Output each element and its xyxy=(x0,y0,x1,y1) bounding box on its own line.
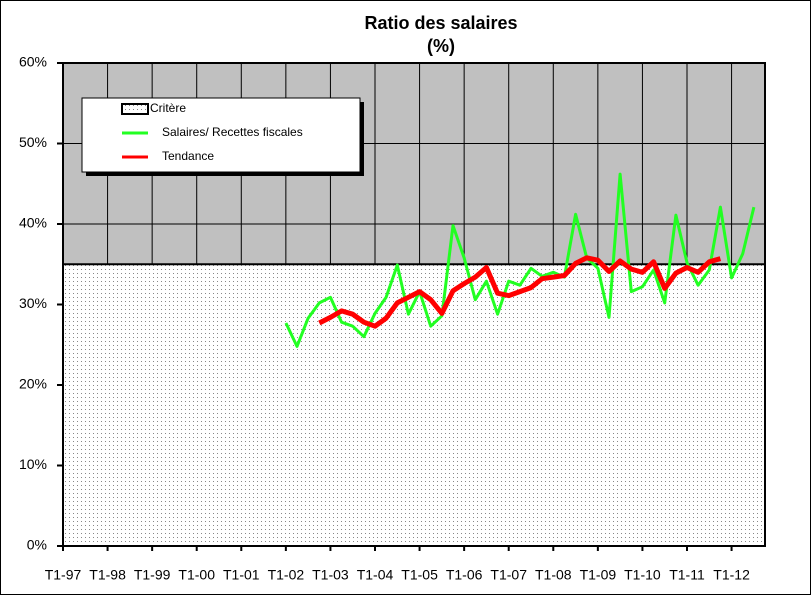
x-tick-label: T1-07 xyxy=(490,567,527,583)
x-tick-label: T1-97 xyxy=(45,567,82,583)
y-tick-label: 60% xyxy=(19,54,47,70)
legend-swatch xyxy=(121,103,149,115)
y-tick-label: 30% xyxy=(19,295,47,311)
data-line xyxy=(284,172,756,348)
chart-subtitle: (%) xyxy=(427,36,455,56)
y-tick-label: 10% xyxy=(19,456,47,472)
chart-title: Ratio des salaires xyxy=(364,13,517,33)
x-tick-label: T1-98 xyxy=(89,567,126,583)
data-line xyxy=(318,255,722,329)
legend-label: Salaires/ Recettes fiscales xyxy=(162,125,303,139)
x-tick-label: T1-05 xyxy=(401,567,438,583)
x-tick-label: T1-09 xyxy=(580,567,617,583)
criterion-area xyxy=(63,264,765,546)
x-tick-label: T1-10 xyxy=(624,567,661,583)
y-tick-label: 40% xyxy=(19,215,47,231)
x-tick-label: T1-99 xyxy=(134,567,171,583)
legend-label: Tendance xyxy=(162,149,214,163)
x-tick-label: T1-03 xyxy=(312,567,349,583)
x-tick-label: T1-08 xyxy=(535,567,572,583)
x-tick-label: T1-00 xyxy=(178,567,215,583)
x-tick-label: T1-11 xyxy=(669,567,705,583)
x-tick-label: T1-01 xyxy=(223,567,260,583)
x-tick-label: T1-06 xyxy=(446,567,483,583)
x-tick-label: T1-02 xyxy=(268,567,305,583)
y-tick-label: 0% xyxy=(27,537,47,553)
legend-label: Critère xyxy=(150,101,186,115)
x-tick-label: T1-12 xyxy=(713,567,750,583)
y-tick-label: 20% xyxy=(19,376,47,392)
y-tick-label: 50% xyxy=(19,134,47,150)
x-tick-label: T1-04 xyxy=(357,567,394,583)
